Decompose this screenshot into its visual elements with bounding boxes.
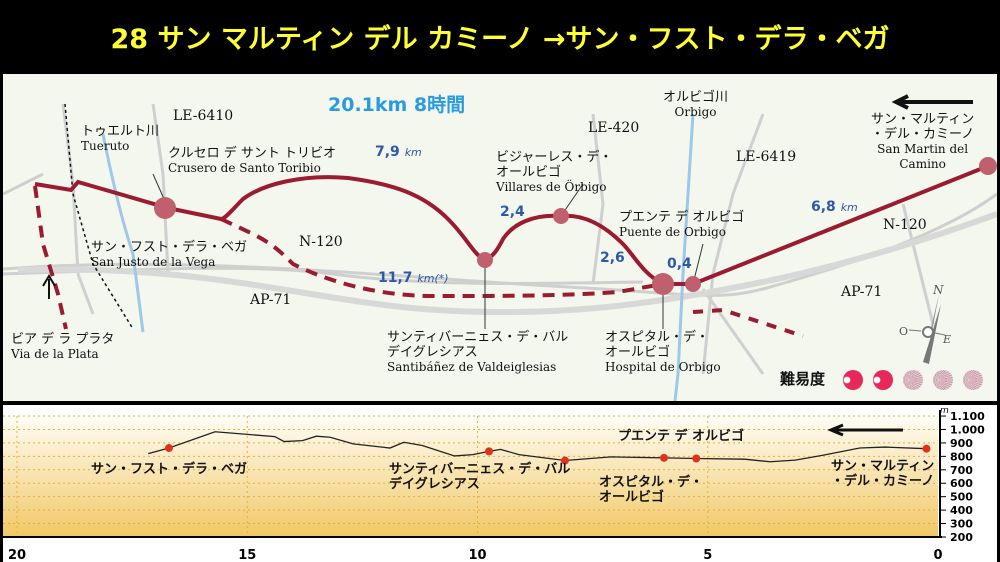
distance-7-9: 7,9 km [375,144,422,160]
y-tick-label: 900 [950,437,973,450]
y-tick-label: 500 [950,491,973,504]
shell-icon [963,370,983,390]
label-sanmartin: サン・マルティン ・デル・カミーノ San Martin del Camino [871,112,975,171]
road-n120: N-120 [299,234,343,250]
stop-crusero [154,197,176,219]
elevation-stop [922,444,931,453]
x-tick-label: 10 [468,548,486,562]
elevation-stop [164,444,173,453]
x-tick-label: 5 [703,548,712,562]
road-le6419: LE-6419 [736,149,797,165]
y-tick-label: 700 [950,464,973,477]
label-orbigo-river: オルビゴ川 Orbigo [663,90,729,119]
elevation-line [148,431,927,463]
compass-icon [908,294,946,364]
label-villares: ビジャーレス・デ・ オールビゴ Villares de Örbigo [496,150,613,194]
distance-0-4: 0,4 [667,256,692,272]
stop-markers [154,157,997,295]
compass-e: E [942,333,951,346]
shell-icon [873,370,893,390]
road-n120-east: N-120 [883,217,927,233]
direction-arrow-icon [827,423,903,437]
distance-11-7: 11,7 km(*) [378,270,449,286]
river-orbigo [673,113,695,401]
direction-arrow-icon [891,94,973,110]
road-le420: LE-420 [588,120,640,136]
arrow-up-icon [42,274,56,299]
route-map: N O E 20.1km 8時間 LE-6410 LE-420 LE-6419 … [3,74,997,401]
y-unit: m [940,406,949,416]
elevation-stop [560,456,569,465]
profile-label-hospital: オスピタル・デ・ オールビゴ [599,475,704,505]
river-tueruto [101,133,145,333]
distance-6-8: 6,8 km [811,199,858,215]
label-crusero: クルセロ デ サント トリビオ Crusero de Santo Toribio [168,146,337,175]
map-lines: N O E [3,94,997,401]
label-puente: プエンテ デ オルビゴ Puente de Orbigo [619,210,745,239]
stop-sanmartin [979,157,997,175]
label-santibanez: サンティバーニェス・デ・バル デイグレシアス Santibáñez de Valde… [387,330,569,374]
shell-icon [903,370,923,390]
y-tick-label: 300 [950,518,973,531]
difficulty-label: 難易度 [780,370,826,388]
stop-hospital [652,273,674,295]
compass-n: N [932,283,944,297]
road-le6410: LE-6410 [173,108,234,124]
summary: 20.1km 8時間 [328,94,466,116]
x-tick-label: 15 [238,548,256,562]
x-tick-label: 20 [8,548,26,562]
stop-villares [553,208,569,224]
y-tick-label: 800 [950,450,973,463]
label-via-plata: ビア デ ラ プラタ Via de la Plata [11,332,115,361]
stop-santibanez [477,252,493,268]
compass-o: O [899,325,908,338]
difficulty-rating [843,370,983,390]
y-tick-label: 600 [950,477,973,490]
page-title: 28 サン マルティン デル カミーノ →サン・フスト・デラ・ベガ [110,23,890,55]
label-tueruto: トゥエルト川 Tueruto [81,124,160,153]
route [33,164,989,338]
road-ap71: AP-71 [250,292,292,308]
y-tick-label: 1.000 [950,423,985,436]
distance-2-4: 2,4 [500,204,525,220]
elevation-stop [692,454,701,463]
shell-icon [843,370,863,390]
profile-direction-label: プエンテ デ オルビゴ [618,429,745,444]
stop-puente [685,276,701,292]
road-ap71-east: AP-71 [841,284,883,300]
y-tick-label: 400 [950,504,973,517]
y-tick-label: 200 [950,531,973,544]
y-tick-label: 1.100 [950,410,985,423]
profile-background [3,416,938,537]
elevation-profile: 1.100 1.000 900 800 700 600 500 400 300 200 m 20 15 1… [3,405,997,562]
x-tick-label: 0 [933,548,942,562]
elevation-stop [660,453,669,462]
distance-2-6: 2,6 [600,250,625,266]
profile-label-sanjusto: サン・フスト・デラ・ベガ [91,462,248,477]
elevation-stop [485,447,494,456]
label-sanjusto: サン・フスト・デラ・ベガ San Justo de la Vega [91,240,248,269]
label-hospital: オスピタル・デ・ オールビゴ Hospital de Orbigo [605,330,721,374]
shell-icon [933,370,953,390]
profile-label-sanmartin: サン・マルティン ・デル・カミーノ [831,459,935,489]
profile-label-santibanez: サンティバーニェス・デ・バル デイグレシアス [389,462,571,492]
